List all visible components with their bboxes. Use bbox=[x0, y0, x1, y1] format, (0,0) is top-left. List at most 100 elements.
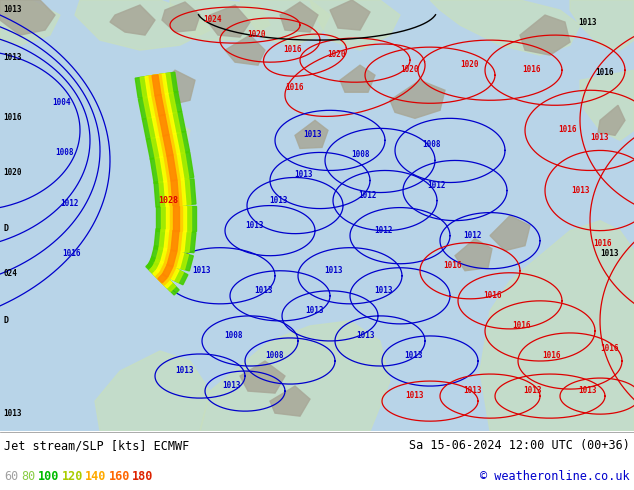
Text: 1016: 1016 bbox=[443, 261, 462, 270]
Text: 1016: 1016 bbox=[283, 45, 302, 54]
Polygon shape bbox=[167, 250, 177, 267]
Polygon shape bbox=[0, 0, 55, 35]
Text: 1008: 1008 bbox=[224, 331, 242, 340]
Polygon shape bbox=[152, 113, 176, 137]
Text: 1016: 1016 bbox=[558, 125, 576, 134]
Polygon shape bbox=[95, 351, 210, 431]
Text: 1013: 1013 bbox=[3, 5, 22, 14]
Text: 1008: 1008 bbox=[265, 351, 283, 360]
Text: 1020: 1020 bbox=[460, 60, 479, 69]
Polygon shape bbox=[208, 5, 250, 37]
Text: 120: 120 bbox=[61, 470, 83, 483]
Polygon shape bbox=[330, 0, 370, 30]
Text: 1016: 1016 bbox=[595, 68, 614, 77]
Polygon shape bbox=[149, 74, 164, 96]
Text: 60: 60 bbox=[4, 470, 18, 483]
Text: 1020: 1020 bbox=[3, 169, 22, 177]
Text: 1013: 1013 bbox=[245, 220, 264, 230]
Polygon shape bbox=[168, 180, 182, 206]
Polygon shape bbox=[598, 105, 625, 135]
Polygon shape bbox=[159, 229, 191, 252]
Polygon shape bbox=[340, 65, 375, 92]
Polygon shape bbox=[166, 206, 186, 231]
Polygon shape bbox=[148, 93, 172, 117]
Text: 1013: 1013 bbox=[222, 381, 240, 390]
Polygon shape bbox=[75, 0, 210, 50]
Polygon shape bbox=[170, 206, 182, 231]
Polygon shape bbox=[390, 80, 445, 118]
Polygon shape bbox=[158, 273, 167, 283]
Polygon shape bbox=[570, 0, 634, 50]
Polygon shape bbox=[156, 133, 180, 157]
Text: 1024: 1024 bbox=[203, 15, 221, 24]
Text: 1008: 1008 bbox=[422, 141, 441, 149]
Polygon shape bbox=[151, 245, 193, 271]
Polygon shape bbox=[200, 321, 390, 431]
Polygon shape bbox=[164, 249, 180, 267]
Polygon shape bbox=[580, 70, 634, 141]
Polygon shape bbox=[110, 5, 155, 35]
Text: 1016: 1016 bbox=[522, 65, 541, 74]
Polygon shape bbox=[161, 206, 191, 231]
Polygon shape bbox=[154, 229, 196, 253]
Text: 1013: 1013 bbox=[3, 53, 22, 62]
Polygon shape bbox=[135, 72, 178, 98]
Polygon shape bbox=[146, 262, 179, 295]
Polygon shape bbox=[164, 230, 186, 252]
Text: 1020: 1020 bbox=[247, 30, 266, 39]
Polygon shape bbox=[156, 261, 179, 280]
Polygon shape bbox=[154, 179, 196, 207]
Polygon shape bbox=[173, 206, 179, 231]
Text: 1012: 1012 bbox=[427, 180, 446, 190]
Polygon shape bbox=[490, 216, 530, 251]
Text: 1013: 1013 bbox=[192, 266, 210, 275]
Text: 1008: 1008 bbox=[55, 148, 74, 157]
Text: 140: 140 bbox=[85, 470, 107, 483]
Text: 1020: 1020 bbox=[327, 50, 346, 59]
Polygon shape bbox=[156, 271, 169, 285]
Polygon shape bbox=[168, 230, 182, 251]
Text: 1013: 1013 bbox=[571, 186, 590, 195]
Polygon shape bbox=[170, 0, 270, 40]
Polygon shape bbox=[156, 206, 196, 231]
Polygon shape bbox=[162, 2, 200, 32]
Polygon shape bbox=[155, 95, 165, 116]
Polygon shape bbox=[138, 91, 181, 119]
Polygon shape bbox=[152, 94, 168, 117]
Polygon shape bbox=[164, 180, 186, 206]
Text: D: D bbox=[3, 223, 8, 233]
Text: 1016: 1016 bbox=[593, 239, 612, 247]
Text: 1013: 1013 bbox=[463, 386, 481, 395]
Text: 1020: 1020 bbox=[400, 65, 418, 74]
Polygon shape bbox=[164, 154, 180, 181]
Text: © weatheronline.co.uk: © weatheronline.co.uk bbox=[481, 470, 630, 483]
Polygon shape bbox=[162, 265, 172, 277]
Polygon shape bbox=[455, 239, 492, 271]
Text: 1013: 1013 bbox=[303, 130, 321, 139]
Polygon shape bbox=[150, 265, 176, 292]
Text: 1016: 1016 bbox=[3, 113, 22, 122]
Text: 1016: 1016 bbox=[512, 321, 531, 330]
Polygon shape bbox=[152, 259, 183, 283]
Text: 1013: 1013 bbox=[294, 171, 313, 179]
Polygon shape bbox=[160, 248, 184, 269]
Text: 1012: 1012 bbox=[463, 231, 481, 240]
Polygon shape bbox=[520, 15, 570, 55]
Polygon shape bbox=[143, 111, 186, 139]
Text: 80: 80 bbox=[21, 470, 36, 483]
Polygon shape bbox=[171, 230, 179, 251]
Polygon shape bbox=[156, 114, 172, 137]
Polygon shape bbox=[430, 0, 580, 55]
Polygon shape bbox=[159, 179, 191, 207]
Polygon shape bbox=[295, 121, 328, 148]
Text: 1013: 1013 bbox=[324, 266, 342, 275]
Polygon shape bbox=[163, 135, 173, 156]
Text: 1016: 1016 bbox=[600, 344, 619, 353]
Polygon shape bbox=[160, 154, 184, 182]
Text: 024: 024 bbox=[3, 269, 17, 278]
Polygon shape bbox=[155, 153, 189, 183]
Text: 1013: 1013 bbox=[578, 18, 597, 27]
Text: 180: 180 bbox=[132, 470, 153, 483]
Polygon shape bbox=[225, 35, 265, 65]
Text: Sa 15-06-2024 12:00 UTC (00+36): Sa 15-06-2024 12:00 UTC (00+36) bbox=[409, 440, 630, 452]
